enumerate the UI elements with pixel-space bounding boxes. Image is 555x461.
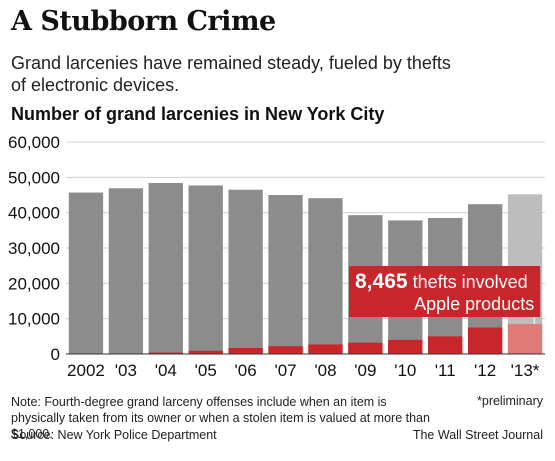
bar-apple: [308, 344, 343, 354]
y-tick-label: 60,000: [8, 133, 60, 152]
bar-total: [228, 189, 263, 354]
bar-apple: [268, 346, 303, 354]
x-tick-label: '06: [235, 361, 257, 380]
x-tick-label: '13*: [511, 361, 540, 380]
bar-total: [308, 198, 343, 354]
x-tick-label: 2002: [67, 361, 105, 380]
bar-apple: [507, 324, 543, 354]
y-tick-label: 50,000: [8, 168, 60, 187]
x-tick-label: '05: [195, 361, 217, 380]
annotation-text: 8,465 thefts involved: [355, 270, 528, 293]
bar-apple: [388, 339, 423, 354]
x-tick-label: '08: [314, 361, 336, 380]
bar-total: [188, 185, 223, 354]
x-tick-label: '12: [474, 361, 496, 380]
bar-apple: [188, 350, 223, 354]
chart-subtitle: Grand larcenies have remained steady, fu…: [11, 53, 451, 95]
bar-total: [268, 195, 303, 354]
footnote: Note: Fourth-degree grand larceny offens…: [11, 395, 430, 441]
bar-apple: [348, 342, 383, 354]
chart-heading: Number of grand larcenies in New York Ci…: [11, 104, 385, 124]
bar-apple: [428, 336, 463, 354]
x-tick-label: '03: [115, 361, 137, 380]
y-tick-label: 40,000: [8, 204, 60, 223]
bar-total: [148, 182, 183, 354]
annotation-number: 8,465: [355, 270, 408, 293]
x-tick-label: '07: [274, 361, 296, 380]
bar-apple: [228, 347, 263, 354]
bar-apple: [148, 352, 183, 354]
preliminary-note: *preliminary: [477, 394, 543, 408]
x-tick-label: '10: [394, 361, 416, 380]
y-tick-label: 20,000: [8, 274, 60, 293]
y-tick-label: 0: [51, 345, 60, 364]
bar-total: [68, 192, 104, 354]
y-tick-label: 10,000: [8, 310, 60, 329]
x-tick-label: '11: [435, 361, 456, 380]
annotation-box: [349, 266, 541, 317]
credit-line: The Wall Street Journal: [412, 428, 543, 442]
annotation-text-line1: thefts involved: [408, 272, 528, 292]
x-tick-label: '04: [155, 361, 177, 380]
x-tick-label: '09: [354, 361, 376, 380]
annotation-text-line2: Apple products: [414, 294, 534, 314]
bar-total: [108, 188, 144, 354]
bar-apple: [467, 327, 503, 354]
chart-title: A Stubborn Crime: [11, 6, 276, 37]
source-line: Source: New York Police Department: [11, 428, 217, 442]
y-tick-label: 30,000: [8, 239, 60, 258]
bar-chart: 60,000 50,000 40,000 30,000 20,000 10,000 0 200…: [8, 133, 545, 380]
